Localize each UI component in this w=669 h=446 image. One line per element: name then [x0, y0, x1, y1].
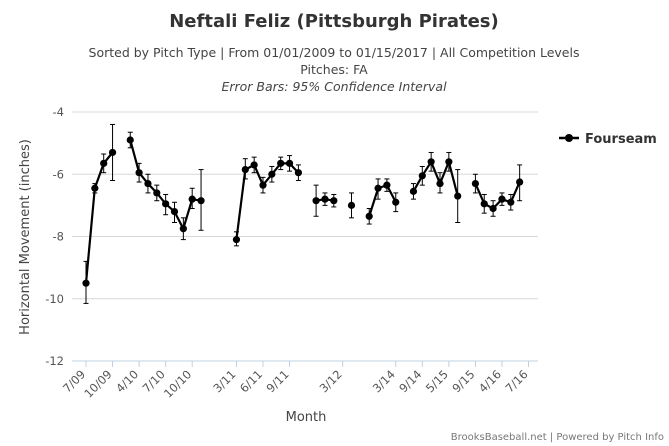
series-line-segment — [368, 184, 397, 217]
data-point — [144, 179, 152, 188]
chart-credit[interactable]: BrooksBaseball.net | Powered by Pitch In… — [451, 432, 664, 443]
data-point — [418, 172, 426, 180]
y-axis-label: Horizontal Movement (inches) — [18, 139, 33, 335]
legend[interactable]: Fourseam — [559, 132, 657, 147]
chart-title: Neftali Feliz (Pittsburgh Pirates) — [169, 11, 499, 32]
x-axis-label: Month — [286, 410, 327, 425]
y-tick-label: -10 — [45, 292, 64, 306]
data-point — [365, 212, 373, 220]
data-point — [82, 279, 90, 287]
x-tick-label: 10/09 — [81, 367, 114, 400]
data-point — [516, 178, 524, 186]
x-tick-label: 4/10 — [113, 367, 141, 395]
y-tick-label: -4 — [53, 105, 64, 119]
x-tick-label: 3/11 — [210, 367, 238, 395]
x-tick-label: 3/14 — [370, 367, 398, 395]
x-tick-label: 9/14 — [396, 367, 424, 395]
data-point — [436, 179, 444, 188]
y-tick-label: -12 — [45, 354, 64, 368]
data-point — [445, 158, 453, 166]
data-point — [312, 197, 320, 205]
data-point — [197, 197, 205, 205]
data-point — [268, 170, 276, 178]
x-tick-label: 10/10 — [161, 367, 194, 400]
data-point — [374, 184, 382, 192]
data-point — [454, 192, 462, 200]
data-point — [489, 204, 497, 213]
data-point — [108, 148, 117, 157]
series-fourseam — [82, 123, 524, 304]
data-point — [427, 158, 435, 166]
chart-subtitle-line-2: Pitches: FA — [300, 62, 368, 77]
y-tick-label: -6 — [53, 167, 64, 181]
y-axis-ticks: -4 -6 -8 -10 -12 — [45, 105, 64, 368]
x-tick-label: 9/11 — [264, 367, 292, 395]
data-point — [259, 181, 267, 189]
data-point — [162, 200, 170, 208]
legend-label-fourseam[interactable]: Fourseam — [585, 132, 657, 147]
x-tick-label: 7/16 — [502, 367, 530, 395]
series-line-segment — [84, 151, 114, 284]
data-point — [232, 236, 241, 244]
data-point — [498, 195, 506, 203]
data-point — [170, 208, 179, 216]
x-tick-label: 9/15 — [449, 367, 477, 395]
chart-note: Error Bars: 95% Confidence Interval — [221, 79, 447, 94]
data-point — [100, 159, 108, 167]
data-point — [392, 198, 400, 206]
gridlines — [72, 111, 538, 362]
data-point — [383, 181, 391, 189]
series-line-segment — [129, 139, 202, 230]
data-point — [91, 184, 99, 192]
data-point — [277, 159, 285, 167]
x-tick-label: 3/12 — [317, 367, 345, 395]
data-point — [409, 187, 418, 195]
data-point — [471, 179, 479, 188]
chart-subtitle-line-1: Sorted by Pitch Type | From 01/01/2009 t… — [89, 45, 580, 60]
data-point — [480, 200, 488, 208]
x-tick-label: 5/15 — [423, 367, 451, 395]
data-point — [330, 197, 338, 205]
data-point — [507, 198, 515, 206]
x-tick-label: 4/16 — [476, 367, 504, 395]
data-point — [188, 195, 196, 203]
data-point — [250, 161, 258, 169]
data-point — [321, 195, 329, 203]
data-point — [153, 189, 161, 197]
data-point — [135, 169, 143, 177]
x-tick-label: 6/11 — [237, 367, 265, 395]
data-point — [126, 136, 134, 144]
data-point — [285, 159, 294, 167]
data-point — [347, 201, 356, 209]
data-point — [179, 225, 187, 233]
data-point — [241, 165, 249, 174]
series-line-segment — [474, 181, 521, 210]
legend-marker — [565, 134, 573, 142]
y-tick-label: -8 — [53, 230, 64, 244]
data-point — [294, 169, 302, 177]
